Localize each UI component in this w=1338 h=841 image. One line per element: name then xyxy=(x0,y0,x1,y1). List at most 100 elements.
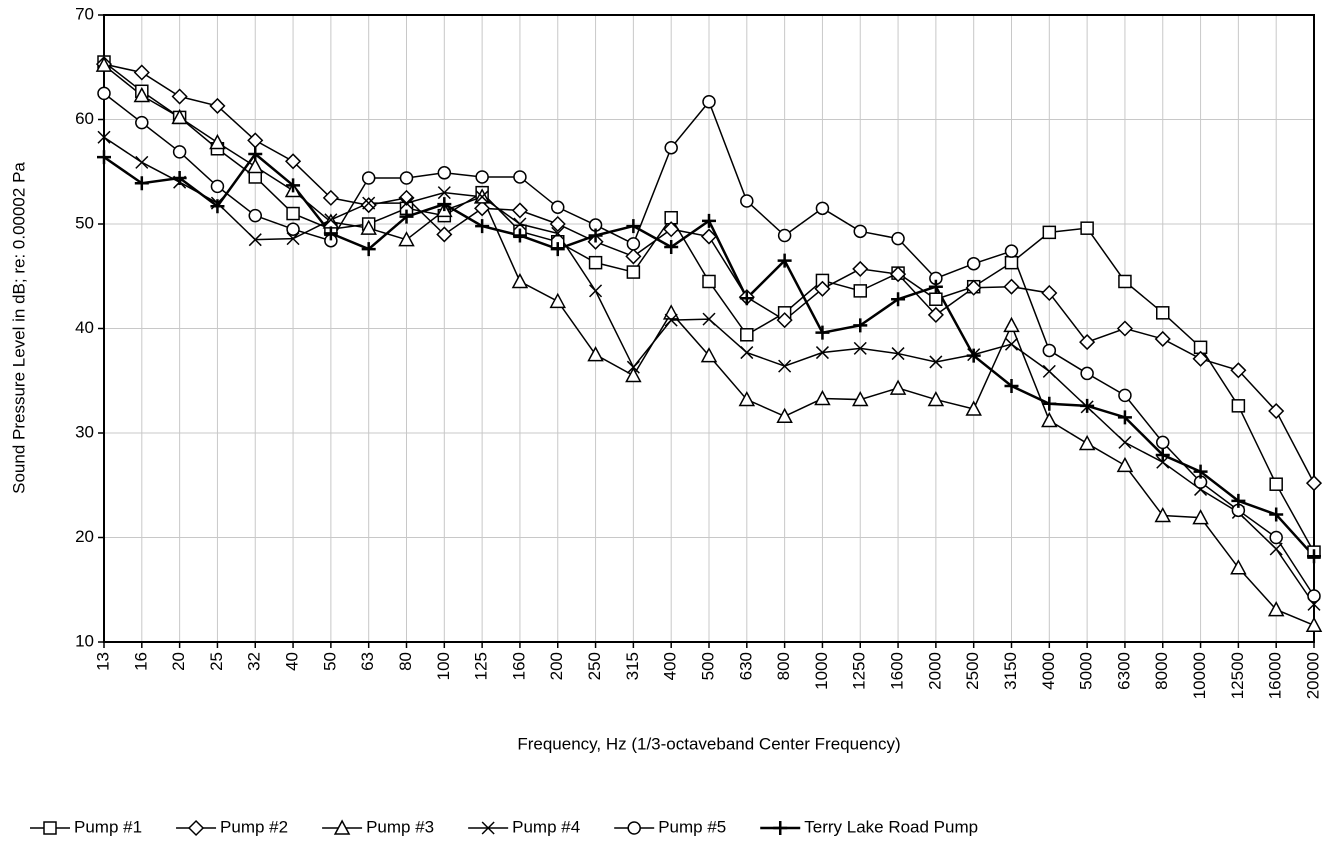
data-point xyxy=(814,389,831,406)
data-point xyxy=(1042,396,1057,411)
data-point xyxy=(589,284,603,298)
data-point xyxy=(815,325,830,340)
data-point xyxy=(1231,399,1246,413)
legend-marker xyxy=(627,821,641,835)
data-point xyxy=(549,215,566,233)
x-axis-label: Frequency, Hz (1/3-octaveband Center Fre… xyxy=(517,734,900,753)
x-tick-label: 25 xyxy=(207,652,226,671)
data-point xyxy=(1305,475,1323,492)
x-tick-label: 2500 xyxy=(963,652,982,690)
x-tick-label: 32 xyxy=(245,652,264,671)
data-point xyxy=(776,312,793,329)
data-point xyxy=(399,209,414,224)
data-point xyxy=(475,219,490,234)
x-tick-label: 800 xyxy=(774,652,793,680)
data-point xyxy=(1192,509,1209,525)
data-point xyxy=(1041,411,1058,428)
data-point xyxy=(702,312,716,326)
data-point xyxy=(286,178,301,193)
data-point xyxy=(662,304,680,320)
data-point xyxy=(700,228,718,245)
data-point xyxy=(360,219,377,235)
data-point xyxy=(1116,320,1133,337)
data-point xyxy=(626,265,641,279)
data-point xyxy=(851,390,869,407)
data-point xyxy=(1269,542,1283,556)
data-point xyxy=(95,56,113,72)
data-point xyxy=(815,201,830,216)
data-point xyxy=(1156,435,1170,450)
data-point xyxy=(135,115,149,130)
data-point xyxy=(1154,330,1171,348)
legend-label: Pump #4 xyxy=(512,817,580,836)
legend-label: Pump #2 xyxy=(220,817,288,836)
data-point xyxy=(702,274,716,289)
data-point xyxy=(1192,350,1209,367)
data-point xyxy=(1118,274,1132,289)
data-point xyxy=(853,318,868,333)
data-point xyxy=(134,176,149,191)
data-point xyxy=(1078,434,1096,451)
data-point xyxy=(248,146,263,161)
data-point xyxy=(475,190,489,204)
y-tick-label: 60 xyxy=(75,109,94,128)
x-tick-label: 50 xyxy=(320,652,339,671)
data-point xyxy=(1004,378,1019,393)
data-point xyxy=(1080,366,1094,381)
x-tick-label: 12500 xyxy=(1228,652,1247,699)
data-point xyxy=(702,213,716,228)
data-point xyxy=(1268,402,1285,420)
x-tick-label: 500 xyxy=(698,652,717,680)
data-point xyxy=(1042,343,1057,358)
x-tick-label: 125 xyxy=(472,652,491,680)
data-point xyxy=(97,150,111,165)
data-point xyxy=(928,279,943,294)
data-point xyxy=(625,366,642,383)
data-point xyxy=(965,400,982,416)
data-point xyxy=(965,279,982,296)
data-point xyxy=(1117,410,1132,425)
x-tick-label: 20000 xyxy=(1303,652,1322,699)
x-tick-label: 1250 xyxy=(850,652,869,690)
y-tick-label: 70 xyxy=(75,4,94,23)
data-point xyxy=(323,226,338,241)
data-point xyxy=(1193,464,1208,479)
x-tick-label: 16 xyxy=(131,652,150,671)
data-point xyxy=(361,171,376,185)
data-point xyxy=(776,407,793,424)
data-point xyxy=(551,226,565,240)
data-point xyxy=(360,197,377,214)
data-point xyxy=(814,280,831,297)
legend-label: Pump #1 xyxy=(74,817,142,836)
data-point xyxy=(626,237,641,251)
y-tick-label: 50 xyxy=(75,213,94,232)
data-point xyxy=(437,197,452,212)
data-point xyxy=(588,255,603,270)
x-tick-label: 315 xyxy=(623,652,642,680)
data-point xyxy=(437,166,452,180)
data-point xyxy=(852,260,869,277)
x-tick-label: 8000 xyxy=(1152,652,1171,690)
data-point xyxy=(1080,398,1095,413)
y-axis-label: Sound Pressure Level in dB; re: 0.00002 … xyxy=(9,162,28,494)
x-tick-label: 100 xyxy=(434,652,453,680)
data-point xyxy=(135,155,149,169)
data-point xyxy=(664,140,678,155)
data-point xyxy=(133,64,150,81)
data-point xyxy=(626,219,641,234)
data-point xyxy=(209,97,226,114)
data-point xyxy=(1154,506,1172,523)
x-tick-label: 4000 xyxy=(1039,652,1058,690)
x-tick-label: 13 xyxy=(93,652,112,671)
data-point xyxy=(1004,255,1019,270)
data-point xyxy=(853,341,867,355)
x-tick-label: 2000 xyxy=(925,652,944,690)
data-point xyxy=(1003,316,1020,333)
data-point xyxy=(322,189,339,206)
x-tick-label: 10000 xyxy=(1190,652,1209,699)
legend-marker xyxy=(773,821,788,835)
x-tick-label: 16000 xyxy=(1266,652,1285,699)
data-point xyxy=(1004,244,1019,258)
data-point xyxy=(399,171,414,185)
